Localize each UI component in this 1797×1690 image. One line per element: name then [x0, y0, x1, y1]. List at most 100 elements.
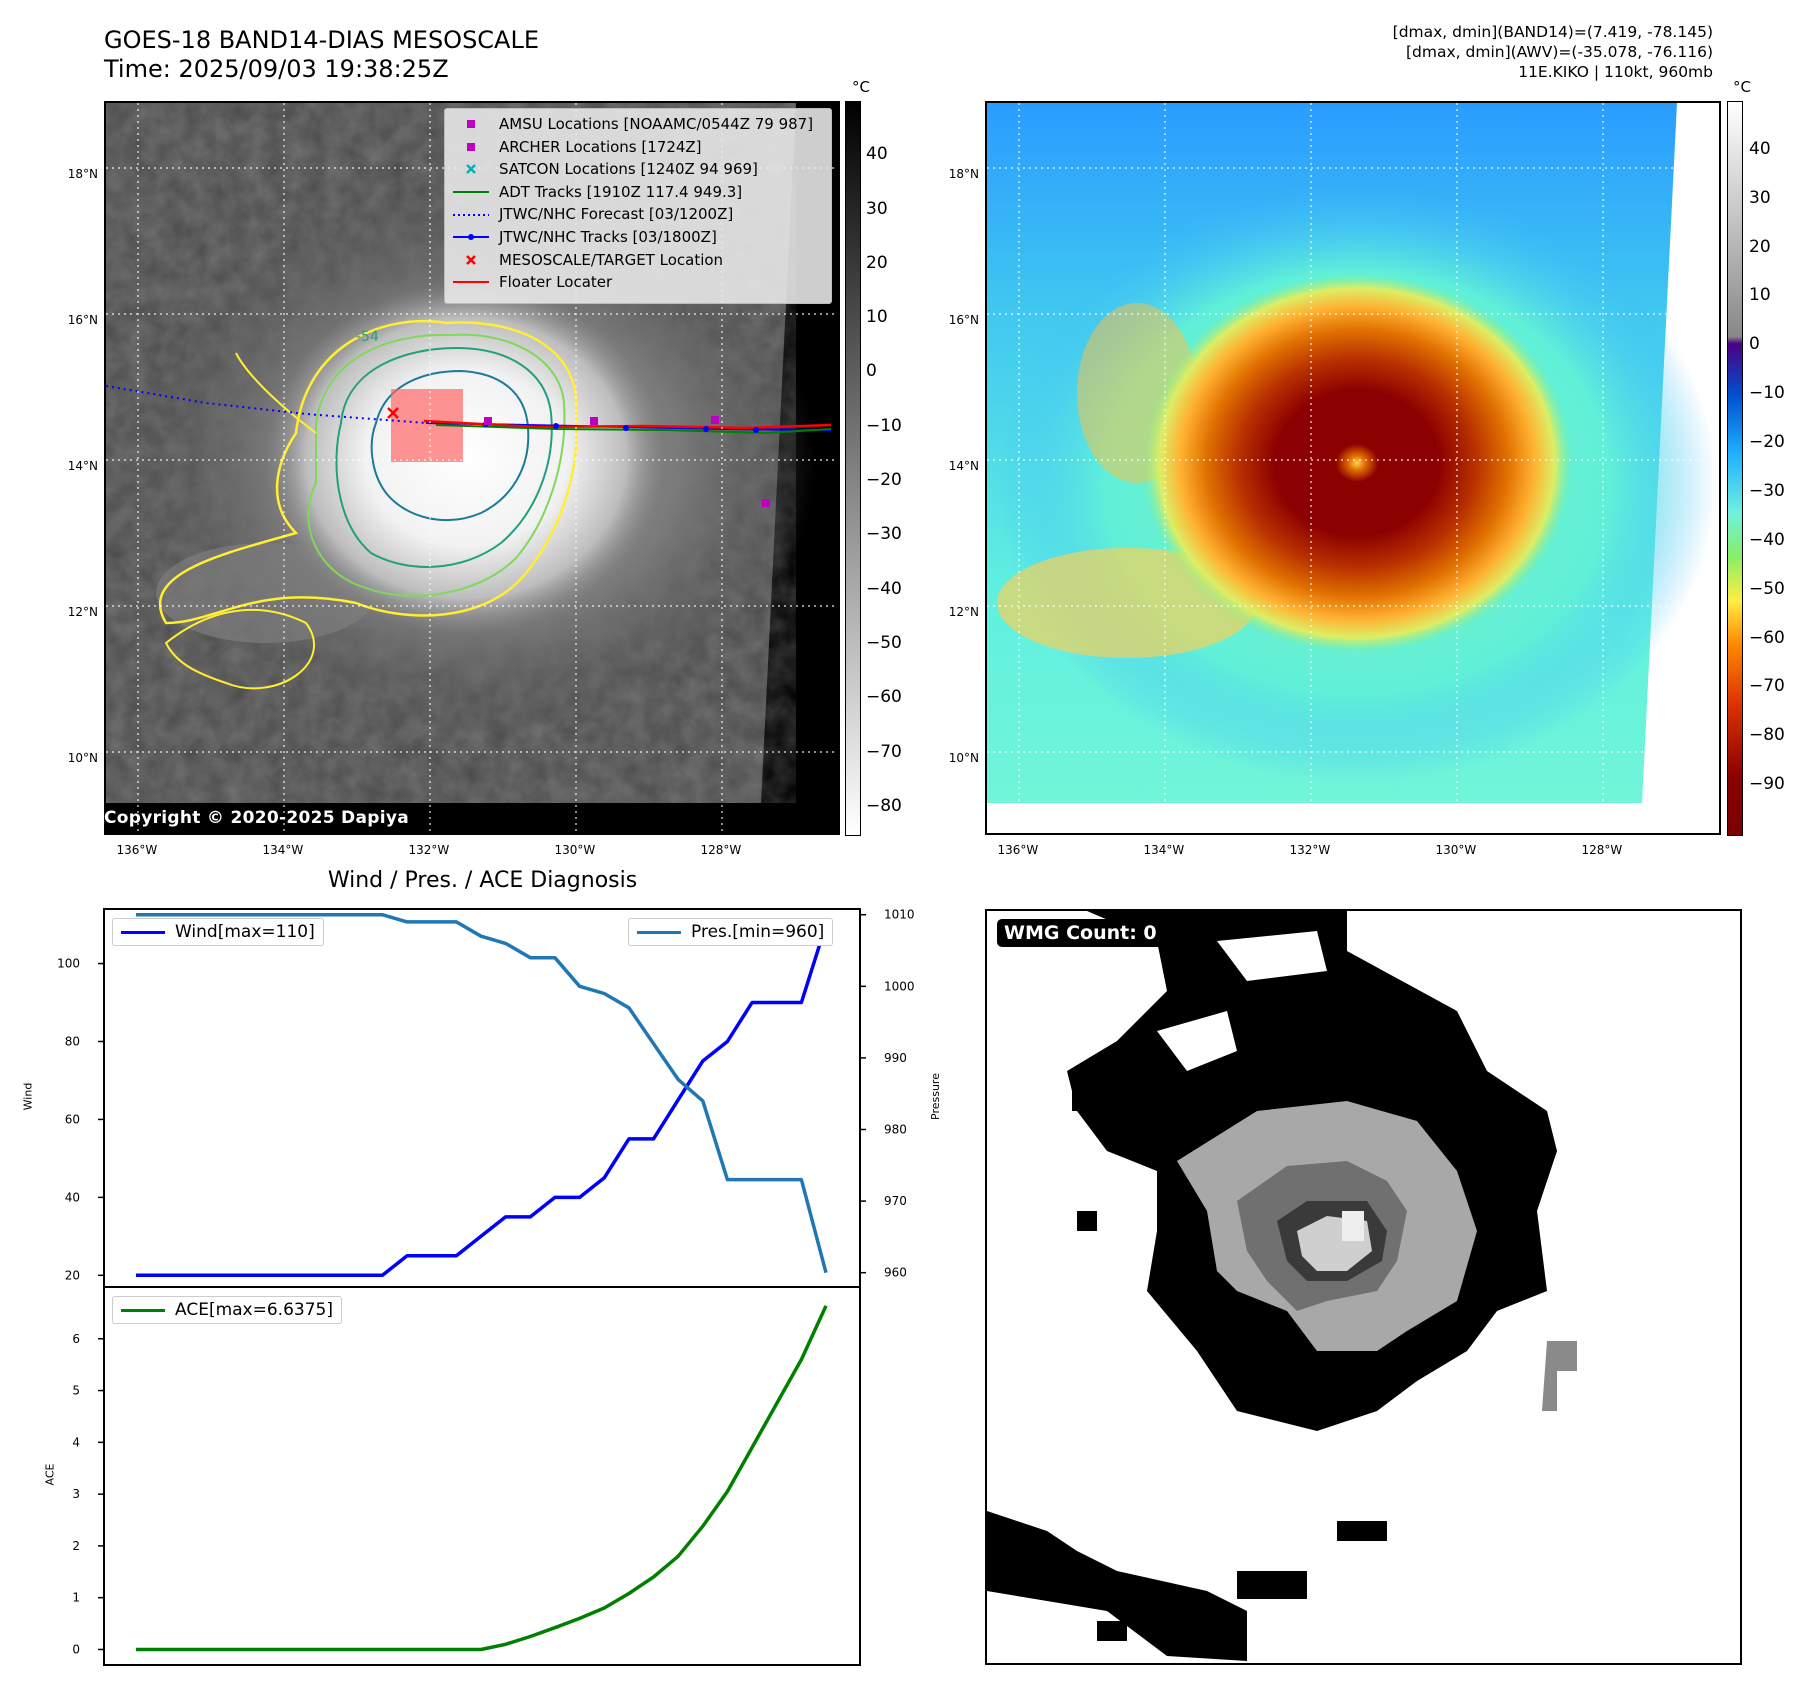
colorbar-tick-label: −50 [866, 632, 902, 653]
series-line-right [136, 912, 828, 1274]
colorbar-tick-label: −80 [866, 795, 902, 816]
legend-label: MESOSCALE/TARGET Location [499, 250, 724, 269]
colorbar-tick-label: −20 [1749, 432, 1785, 453]
figure-title: GOES-18 BAND14-DIAS MESOSCALE Time: 2025… [104, 26, 539, 84]
colorbar-tick-label: 30 [1749, 187, 1771, 208]
legend-label: ARCHER Locations [1724Z] [499, 137, 702, 156]
colorbar-tick-label: 0 [1749, 334, 1760, 355]
color-map-panel [985, 101, 1721, 835]
series-line-ace [136, 1305, 828, 1652]
lon-tick-label: 132°W [1289, 843, 1331, 857]
colorbar-tick-label: −60 [1749, 627, 1785, 648]
colorbar-tick-label: 40 [866, 144, 888, 165]
legend-label: JTWC/NHC Forecast [03/1200Z] [499, 205, 734, 224]
pressure-legend-line [637, 930, 681, 934]
wind-axis-tick-label: 40 [65, 1190, 80, 1204]
colorbar-tick-label: −20 [866, 470, 902, 491]
lon-tick-label: 134°W [1143, 843, 1185, 857]
wind-legend-line [121, 930, 165, 934]
map-legend: AMSU Locations [NOAAMC/0544Z 79 987] ARCH… [444, 108, 832, 304]
legend-symbol [451, 209, 491, 221]
legend-item: SATCON Locations [1240Z 94 969] [451, 158, 823, 181]
colorbar-tick-label: −80 [1749, 725, 1785, 746]
ace-legend-line [121, 1308, 165, 1312]
pressure-axis-tick-label: 1010 [884, 908, 915, 922]
ace-axis-tick-label: 0 [72, 1642, 80, 1656]
colorbar-tick-label: −40 [866, 578, 902, 599]
legend-label: AMSU Locations [NOAAMC/0544Z 79 987] [499, 115, 814, 133]
ir-map-panel: -54 AMSU Locations [NOAAMC/0544Z 79 987]… [104, 101, 840, 835]
left-colorbar-unit: °C [852, 78, 870, 96]
pressure-axis-tick-label: 960 [884, 1266, 907, 1280]
lon-tick-label: 134°W [262, 843, 304, 857]
pressure-axis-tick-label: 970 [884, 1194, 907, 1208]
colorbar-tick-label: 40 [1749, 138, 1771, 159]
title-line-product: GOES-18 BAND14-DIAS MESOSCALE [104, 26, 540, 54]
legend-item: Floater Locater [451, 271, 823, 294]
legend-item: ARCHER Locations [1724Z] [451, 136, 823, 159]
legend-symbol [451, 186, 491, 198]
legend-item: JTWC/NHC Forecast [03/1200Z] [451, 203, 823, 226]
colorbar-tick-label: −10 [1749, 383, 1785, 404]
lon-tick-label: 130°W [554, 843, 596, 857]
ace-axis-tick-label: 6 [72, 1332, 80, 1346]
series-line-left [136, 924, 828, 1278]
pressure-axis-label: Pressure [928, 1073, 942, 1120]
left-colorbar [845, 101, 861, 836]
lat-tick-label: 16°N [67, 313, 98, 327]
colorbar-tick-label: 10 [1749, 285, 1771, 306]
ace-axis-tick-label: 5 [72, 1384, 80, 1398]
copyright-text: Copyright © 2020-2025 Dapiya [104, 808, 409, 828]
colorbar-tick-label: −30 [866, 524, 902, 545]
lat-tick-label: 18°N [948, 167, 979, 181]
colorbar-tick-label: −40 [1749, 529, 1785, 550]
title-line-time: Time: 2025/09/03 19:38:25Z [104, 55, 449, 83]
lon-tick-label: 136°W [116, 843, 158, 857]
legend-label: ADT Tracks [1910Z 117.4 949.3] [499, 182, 743, 201]
lon-tick-label: 128°W [1581, 843, 1623, 857]
wind-axis-tick-label: 20 [65, 1268, 80, 1282]
wind-legend-label: Wind[max=110] [175, 922, 315, 942]
wmg-count-label: WMG Count: 0 [997, 919, 1164, 947]
pressure-legend: Pres.[min=960] [628, 918, 834, 946]
colorbar-tick-label: −50 [1749, 578, 1785, 599]
legend-item: MESOSCALE/TARGET Location [451, 249, 823, 272]
colorbar-tick-label: −70 [866, 741, 902, 762]
pressure-axis-tick-label: 1000 [884, 979, 915, 993]
lat-tick-label: 10°N [67, 751, 98, 765]
lon-tick-label: 128°W [700, 843, 742, 857]
lat-tick-label: 12°N [948, 605, 979, 619]
wind-legend: Wind[max=110] [112, 918, 324, 946]
legend-item: AMSU Locations [NOAAMC/0544Z 79 987] [451, 113, 823, 136]
ace-axis-tick-label: 3 [72, 1487, 80, 1501]
pressure-legend-label: Pres.[min=960] [691, 922, 825, 942]
ace-axis-label: ACE [43, 1463, 57, 1486]
info-awv: [dmax, dmin](AWV)=(-35.078, -76.116) [1406, 43, 1713, 61]
colorbar-tick-label: −10 [866, 415, 902, 436]
right-colorbar [1727, 101, 1743, 836]
colorbar-tick-label: 30 [866, 198, 888, 219]
colorbar-tick-label: −60 [866, 687, 902, 708]
legend-symbol [451, 231, 491, 243]
colorbar-tick-label: 20 [866, 252, 888, 273]
wind-axis-tick-label: 60 [65, 1112, 80, 1126]
legend-label: SATCON Locations [1240Z 94 969] [499, 160, 758, 179]
lat-tick-label: 14°N [67, 459, 98, 473]
lon-tick-label: 136°W [997, 843, 1039, 857]
wind-pres-axes [103, 908, 861, 1288]
ace-axis-tick-label: 2 [72, 1539, 80, 1553]
ace-axis-tick-label: 4 [72, 1435, 80, 1449]
colorbar-tick-label: 20 [1749, 236, 1771, 257]
lat-tick-label: 18°N [67, 167, 98, 181]
colorbar-tick-label: 0 [866, 361, 877, 382]
legend-symbol [451, 276, 491, 288]
ace-legend: ACE[max=6.6375] [112, 1296, 342, 1324]
ace-legend-label: ACE[max=6.6375] [175, 1300, 333, 1320]
wmg-panel [985, 909, 1742, 1665]
contour-label-1: -54 [356, 329, 379, 345]
lat-tick-label: 16°N [948, 313, 979, 327]
ace-axis-tick-label: 1 [72, 1591, 80, 1605]
lat-tick-label: 14°N [948, 459, 979, 473]
ace-axes [103, 1286, 861, 1666]
color-map-image [987, 103, 1719, 833]
